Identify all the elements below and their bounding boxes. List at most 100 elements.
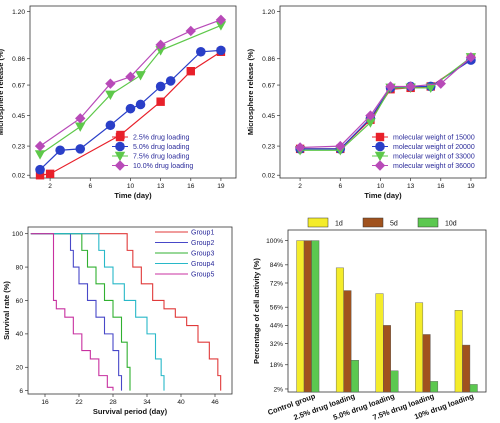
y-tick-label: 80 bbox=[16, 264, 24, 271]
series-5-0-drug-loading bbox=[35, 45, 226, 175]
y-axis-label: Percentage of cell activity (%) bbox=[252, 258, 261, 364]
bar-10d bbox=[430, 381, 439, 393]
series-group2 bbox=[30, 233, 123, 391]
bar-5d bbox=[303, 240, 312, 393]
y-tick-label: 0.86 bbox=[12, 56, 25, 63]
legend-marker bbox=[375, 141, 385, 152]
data-point bbox=[165, 76, 176, 86]
x-tick-label: 10 bbox=[127, 183, 135, 190]
y-tick-label: 72% bbox=[270, 280, 283, 287]
data-point bbox=[155, 81, 166, 92]
survival-rate-chart: 16 22 28 34 40 46 6 20 40 60 80 100 Survival period … bbox=[2, 226, 233, 416]
bar-10d bbox=[469, 384, 478, 393]
data-point bbox=[385, 81, 396, 92]
data-point bbox=[125, 103, 136, 114]
x-tick-label: 16 bbox=[187, 183, 195, 190]
survival-curve bbox=[30, 233, 131, 391]
data-point bbox=[185, 25, 196, 37]
bar-group-2-5-drug-loading bbox=[335, 267, 359, 393]
plot-frame bbox=[27, 226, 233, 395]
data-point bbox=[216, 45, 226, 56]
data-point bbox=[75, 113, 86, 124]
data-point bbox=[75, 144, 86, 154]
legend-label: 1d bbox=[335, 221, 343, 228]
data-point bbox=[34, 140, 46, 152]
bar-10d bbox=[311, 240, 320, 393]
bar-group-10-drug-loading bbox=[454, 310, 478, 393]
y-tick-label: 32% bbox=[270, 341, 283, 348]
x-tick-label: 16 bbox=[41, 399, 49, 406]
bar-1d bbox=[296, 240, 305, 393]
y-tick-label: 84% bbox=[270, 262, 283, 269]
y-tick-label: 56% bbox=[270, 305, 283, 312]
y-axis-label: Microsphere release (%) bbox=[0, 48, 5, 135]
series-line bbox=[39, 24, 222, 155]
y-tick-label: 0.23 bbox=[262, 143, 275, 150]
data-point bbox=[156, 97, 165, 106]
series-10-0-drug-loading bbox=[34, 14, 227, 152]
series-group3 bbox=[30, 233, 131, 391]
y-tick-label: 60 bbox=[16, 298, 24, 305]
survival-curve bbox=[30, 233, 114, 391]
x-tick-label: 13 bbox=[157, 183, 165, 190]
y-tick-label: 0.86 bbox=[262, 56, 275, 63]
y-axis-label: Survival rate (%) bbox=[2, 281, 11, 340]
x-tick-label: 10 bbox=[377, 183, 385, 190]
data-point bbox=[55, 145, 65, 156]
legend: 1d 5d 10d bbox=[307, 217, 457, 228]
legend-label: molecular weight of 15000 bbox=[393, 134, 475, 141]
bar-1d bbox=[415, 302, 424, 393]
y-tick-label: 2% bbox=[273, 386, 283, 393]
x-tick-label: 2 bbox=[48, 183, 52, 190]
legend-label: Group3 bbox=[191, 251, 214, 258]
series-group4 bbox=[30, 233, 165, 391]
legend-label: Group1 bbox=[191, 230, 214, 237]
legend-swatch bbox=[417, 217, 439, 228]
data-point bbox=[196, 46, 206, 57]
y-tick-label: 0.02 bbox=[12, 173, 25, 180]
legend: 2.5% drug loading 5.0% drug loading 7.5% d… bbox=[112, 132, 193, 171]
x-axis-label: Time (day) bbox=[114, 191, 152, 200]
legend-label: molecular weight of 20000 bbox=[393, 144, 475, 151]
data-point bbox=[105, 120, 116, 131]
legend-marker bbox=[114, 160, 126, 171]
legend-marker bbox=[374, 160, 386, 171]
x-tick-label: 6 bbox=[88, 183, 92, 190]
legend-marker bbox=[374, 151, 386, 162]
data-point bbox=[155, 39, 166, 51]
y-tick-label: 0.02 bbox=[262, 173, 275, 180]
y-tick-label: 1.20 bbox=[262, 9, 275, 16]
x-tick-label: 40 bbox=[177, 399, 185, 406]
bar-1d bbox=[375, 293, 384, 393]
x-tick-label: 34 bbox=[143, 399, 151, 406]
legend-label: molecular weight of 36000 bbox=[393, 163, 475, 170]
legend-label: 7.5% drug loading bbox=[133, 153, 190, 160]
bar-1d bbox=[335, 267, 344, 393]
y-tick-label: 44% bbox=[270, 323, 283, 330]
bar-group-5-0-drug-loading bbox=[375, 293, 399, 393]
data-point bbox=[135, 99, 146, 110]
legend-label: molecular weight of 33000 bbox=[393, 153, 475, 160]
x-tick-label: 16 bbox=[437, 183, 445, 190]
data-point bbox=[105, 78, 116, 89]
data-point bbox=[215, 14, 227, 26]
cell-activity-chart: 2% 18% 32% 44% 56% 72% 84% 100% Percentage of ce… bbox=[252, 217, 487, 422]
data-point bbox=[365, 110, 376, 121]
x-axis-label: Survival period (day) bbox=[93, 407, 168, 416]
data-point bbox=[125, 71, 136, 82]
data-point bbox=[135, 71, 146, 81]
legend-label: Group2 bbox=[191, 240, 214, 247]
x-tick-label: 19 bbox=[467, 183, 475, 190]
bar-10d bbox=[350, 360, 359, 393]
x-tick-label: 28 bbox=[109, 399, 117, 406]
legend-label: 5d bbox=[390, 221, 398, 228]
legend-marker bbox=[115, 141, 125, 152]
legend-marker bbox=[375, 132, 385, 142]
legend-swatch bbox=[362, 217, 384, 228]
legend: molecular weight of 15000 molecular weigh… bbox=[372, 132, 475, 171]
legend-swatch bbox=[307, 217, 329, 228]
y-tick-label: 100% bbox=[266, 238, 283, 245]
y-tick-label: 0.67 bbox=[262, 82, 275, 89]
bar-group-control-group bbox=[296, 240, 320, 393]
series-group5 bbox=[30, 233, 114, 391]
